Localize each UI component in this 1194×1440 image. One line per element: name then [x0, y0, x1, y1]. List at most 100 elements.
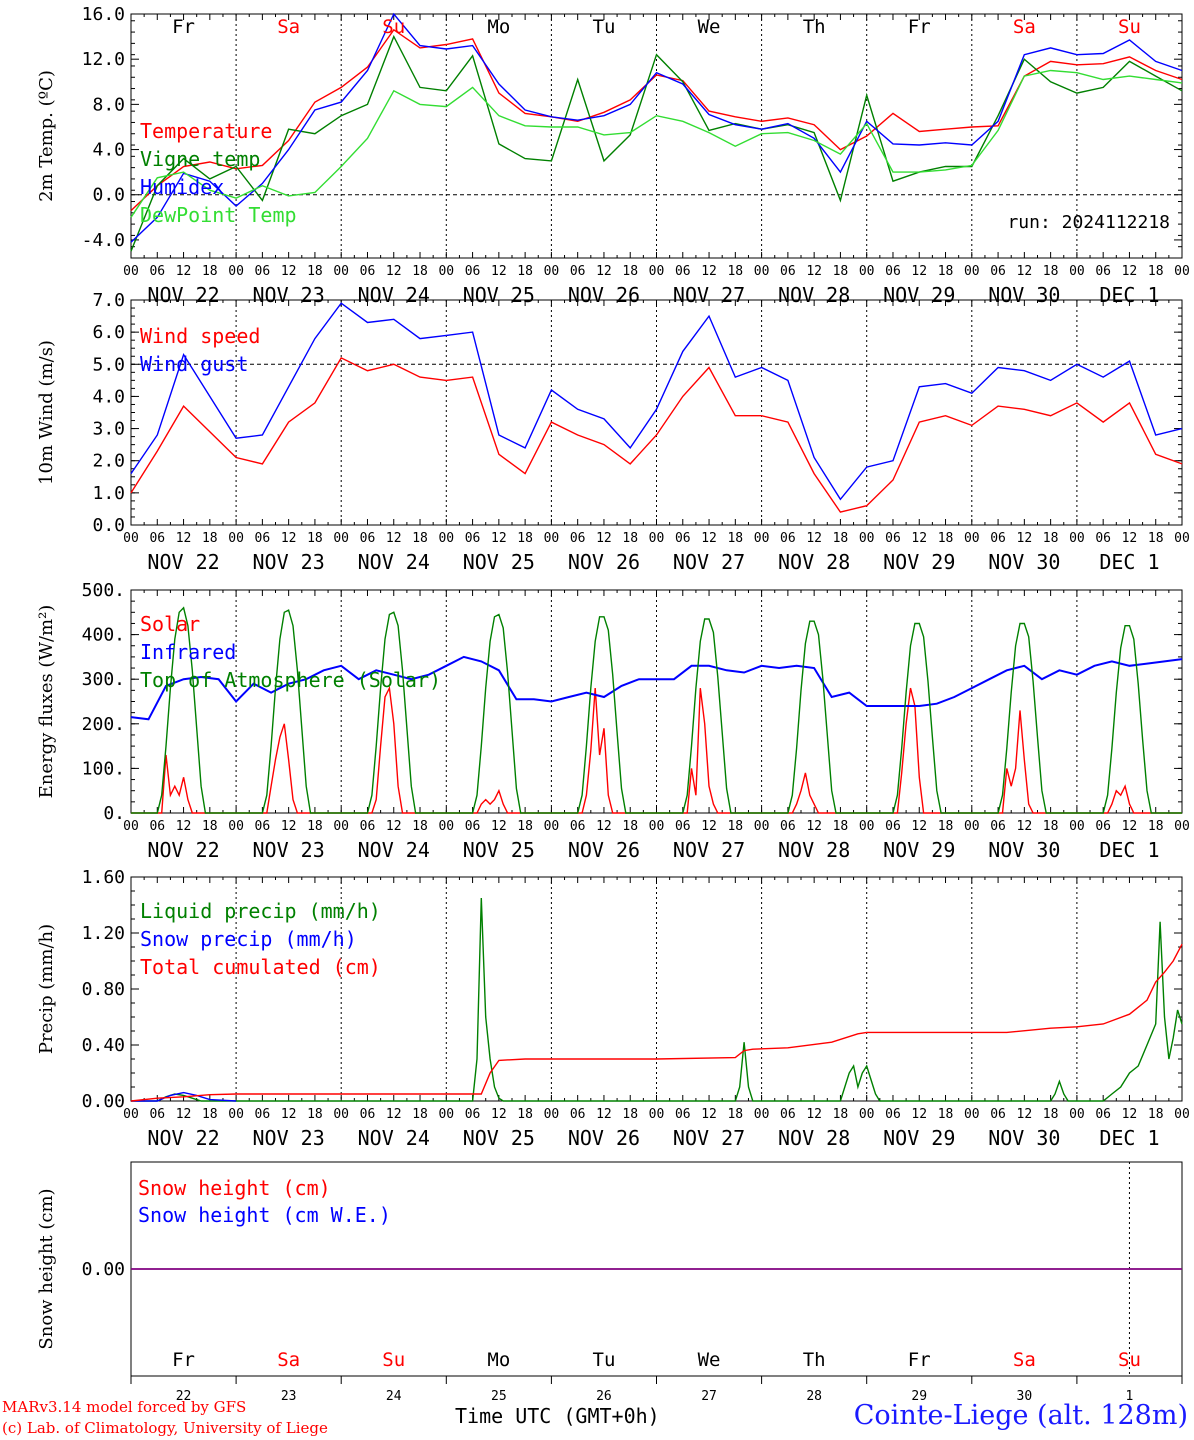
y-tick-label: 1.0 — [92, 483, 125, 504]
x-hour-label: 00 — [1174, 819, 1190, 834]
x-hour-label: 12 — [596, 1107, 612, 1122]
x-hour-label: 00 — [1174, 1107, 1190, 1122]
x-hour-label: 12 — [806, 819, 822, 834]
x-date-label: NOV 27 — [673, 550, 745, 574]
y-tick-label: 100. — [82, 758, 125, 779]
x-hour-label: 12 — [701, 1107, 717, 1122]
x-date-label: NOV 27 — [673, 1126, 745, 1150]
x-date-label: NOV 25 — [463, 1126, 535, 1150]
x-hour-label: 18 — [833, 819, 849, 834]
x-hour-label: 12 — [176, 531, 192, 546]
x-hour-label: 00 — [964, 1107, 980, 1122]
x-date-label: NOV 29 — [883, 838, 955, 862]
x-hour-label: 00 — [123, 819, 139, 834]
x-date-label: NOV 28 — [778, 838, 850, 862]
x-date-label: NOV 28 — [778, 1126, 850, 1150]
x-hour-label: 18 — [833, 531, 849, 546]
x-hour-label: 00 — [754, 531, 770, 546]
series-line-dewpoint-temp — [130, 69, 1183, 218]
y-tick-label: 7.0 — [92, 290, 125, 311]
x-hour-label: 18 — [1043, 264, 1059, 279]
x-date-label: NOV 22 — [147, 1126, 219, 1150]
x-date-label: DEC 1 — [1099, 838, 1159, 862]
x-hour-label: 12 — [281, 531, 297, 546]
x-hour-label: 06 — [255, 1107, 271, 1122]
x-hour-label: 00 — [859, 819, 875, 834]
x-hour-label: 00 — [754, 1107, 770, 1122]
x-hour-label: 18 — [1043, 1107, 1059, 1122]
x-hour-label: 00 — [964, 264, 980, 279]
x-hour-label: 00 — [1174, 264, 1190, 279]
series-line-snow-precip-mm-h- — [131, 1091, 237, 1102]
x-hour-label: 18 — [1148, 531, 1164, 546]
x-hour-label: 00 — [333, 264, 349, 279]
weekday-label-top: Tu — [593, 16, 616, 38]
x-hour-label: 12 — [806, 1107, 822, 1122]
x-hour-label: 18 — [938, 819, 954, 834]
day-number-label: 1 — [1126, 1389, 1134, 1404]
x-hour-label: 06 — [780, 1107, 796, 1122]
x-hour-label: 12 — [176, 1107, 192, 1122]
x-hour-label: 00 — [228, 531, 244, 546]
legend-entry: Snow precip (mm/h) — [140, 927, 357, 951]
legend-entry: Temperature — [140, 119, 272, 143]
series-line-solar — [131, 685, 1182, 814]
x-date-label: NOV 27 — [673, 838, 745, 862]
x-date-label: NOV 22 — [147, 838, 219, 862]
x-hour-label: 12 — [911, 264, 927, 279]
y-tick-label: 200. — [82, 714, 125, 735]
y-axis-label: 2m Temp. (ºC) — [36, 70, 57, 202]
x-hour-label: 12 — [281, 819, 297, 834]
x-hour-label: 18 — [938, 531, 954, 546]
x-hour-label: 06 — [255, 531, 271, 546]
x-date-label: NOV 28 — [778, 550, 850, 574]
x-hour-label: 12 — [596, 819, 612, 834]
x-hour-label: 06 — [675, 819, 691, 834]
x-hour-label: 18 — [412, 264, 428, 279]
x-hour-label: 00 — [228, 264, 244, 279]
x-hour-label: 12 — [1122, 531, 1138, 546]
series-line-total-cumulated-cm- — [130, 943, 1183, 1102]
x-hour-label: 06 — [255, 819, 271, 834]
x-hour-label: 18 — [622, 264, 638, 279]
x-hour-label: 12 — [386, 264, 402, 279]
y-tick-label: 4.0 — [92, 140, 125, 161]
x-date-label: NOV 30 — [988, 838, 1060, 862]
weekday-label-top: Th — [803, 16, 826, 38]
x-hour-label: 12 — [1017, 1107, 1033, 1122]
x-date-label: NOV 30 — [988, 1126, 1060, 1150]
x-date-label: DEC 1 — [1099, 550, 1159, 574]
x-date-label: DEC 1 — [1099, 1126, 1159, 1150]
x-hour-label: 18 — [622, 531, 638, 546]
x-hour-label: 00 — [438, 531, 454, 546]
x-hour-label: 18 — [833, 1107, 849, 1122]
x-date-label: NOV 24 — [358, 1126, 430, 1150]
x-hour-label: 18 — [1043, 819, 1059, 834]
y-tick-label: -4.0 — [82, 230, 125, 251]
x-hour-label: 06 — [465, 264, 481, 279]
x-hour-label: 00 — [544, 819, 560, 834]
x-hour-label: 00 — [859, 1107, 875, 1122]
legend-entry: Liquid precip (mm/h) — [140, 899, 381, 923]
x-hour-label: 06 — [990, 531, 1006, 546]
x-hour-label: 06 — [465, 531, 481, 546]
day-number-label: 24 — [386, 1389, 402, 1404]
series-line-liquid-precip-mm-h- — [131, 897, 1183, 1102]
x-hour-label: 06 — [1095, 819, 1111, 834]
x-hour-label: 12 — [491, 264, 507, 279]
weekday-label-top: Fr — [172, 16, 195, 38]
x-hour-label: 12 — [596, 264, 612, 279]
x-hour-label: 12 — [281, 1107, 297, 1122]
x-hour-label: 06 — [149, 1107, 165, 1122]
x-hour-label: 00 — [333, 819, 349, 834]
weekday-label-top: We — [698, 16, 721, 38]
day-number-label: 26 — [596, 1389, 612, 1404]
x-hour-label: 06 — [570, 264, 586, 279]
weekday-label-bottom: Tu — [593, 1349, 616, 1371]
y-tick-label: 0.00 — [82, 1259, 125, 1280]
x-hour-label: 06 — [885, 531, 901, 546]
x-hour-label: 12 — [281, 264, 297, 279]
x-hour-label: 18 — [1043, 531, 1059, 546]
model-credit: MARv3.14 model forced by GFS — [2, 1398, 247, 1416]
series-line-humidex — [130, 12, 1183, 243]
